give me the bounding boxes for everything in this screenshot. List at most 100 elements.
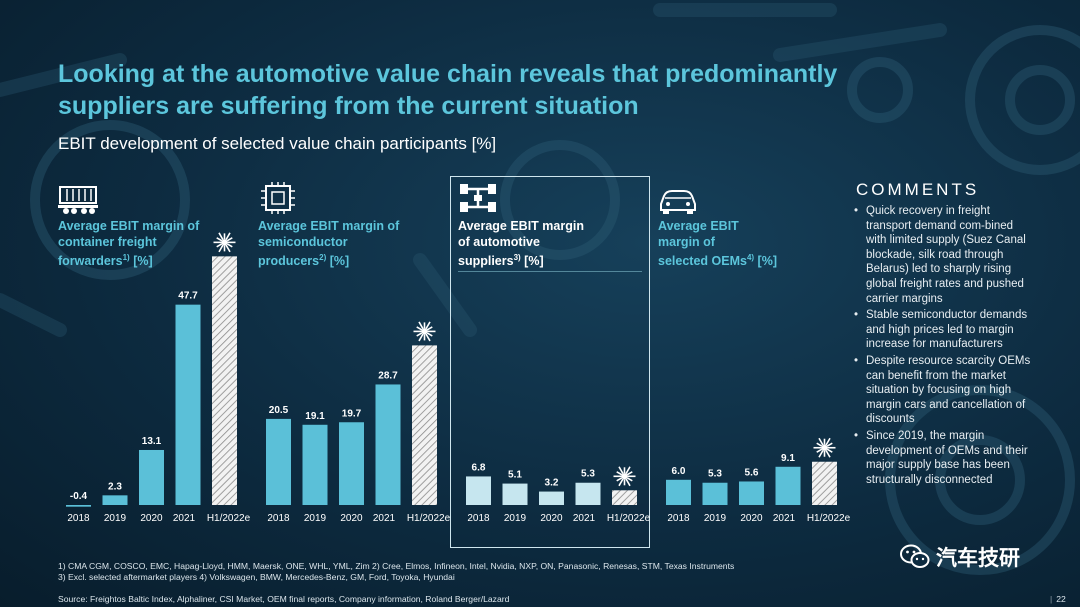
panel-header-rule [458, 271, 642, 272]
category-label: 2021 [773, 513, 796, 524]
bar [139, 449, 164, 505]
footnote-marker: 3) [513, 253, 521, 262]
container-train-icon [58, 186, 98, 214]
data-label: 13.1 [142, 436, 162, 447]
estimate-bar [212, 256, 237, 505]
category-label: 2021 [173, 513, 196, 524]
data-label: -0.4 [70, 491, 88, 502]
bar [339, 422, 364, 505]
footnote-line: 3) Excl. selected aftermarket players 4)… [58, 572, 455, 582]
panel-header-line: Average EBIT margin of [58, 219, 200, 233]
bar [175, 304, 201, 505]
panel-header-line: selected OEMs [658, 254, 747, 269]
data-label: 5.3 [581, 469, 595, 480]
category-label: 2020 [740, 513, 763, 524]
panel-header-line: producers [258, 254, 320, 269]
comment-item: Quick recovery in freight transport dema… [854, 204, 1034, 306]
data-label: 47.7 [178, 291, 198, 302]
estimate-burst-icon [613, 466, 636, 487]
data-label: 6.0 [672, 466, 686, 477]
source-note: Source: Freightos Baltic Index, Alphalin… [58, 594, 510, 604]
bar [502, 483, 528, 505]
bar [739, 481, 764, 505]
category-label: 2018 [67, 513, 90, 524]
panel-header-freight: Average EBIT margin of container freight… [58, 218, 199, 269]
data-label: 20.5 [269, 405, 289, 416]
panel-header-line: Average EBIT margin of [258, 219, 400, 233]
unit-label: [%] [129, 254, 153, 269]
estimate-burst-icon [213, 232, 236, 253]
category-label: 2021 [373, 513, 396, 524]
data-label: 28.7 [378, 370, 398, 381]
comments-title: COMMENTS [856, 180, 980, 199]
category-label: 2019 [504, 513, 527, 524]
footnote-marker: 1) [122, 253, 130, 262]
category-label: 2020 [540, 513, 563, 524]
footnotes: 1) CMA CGM, COSCO, EMC, Hapag-Lloyd, HMM… [58, 561, 734, 583]
category-label: 2020 [340, 513, 363, 524]
bar [775, 466, 801, 505]
footnote-marker: 2) [319, 253, 327, 262]
category-label: 2018 [667, 513, 690, 524]
car-icon [660, 190, 696, 214]
estimate-bar [412, 345, 437, 505]
panel-header-line: margin of [658, 235, 715, 249]
bar [539, 491, 564, 505]
data-label: 19.1 [305, 411, 325, 422]
unit-label: [%] [326, 254, 350, 269]
bar [375, 384, 401, 505]
estimate-bar [812, 461, 837, 505]
bar [302, 424, 328, 505]
estimate-bar [612, 490, 637, 505]
footnote-line: 1) CMA CGM, COSCO, EMC, Hapag-Lloyd, HMM… [58, 561, 735, 571]
data-label: 3.2 [545, 478, 559, 489]
data-label: 2.3 [108, 481, 122, 492]
highlight-box-automotive-suppliers [450, 176, 650, 548]
category-label: 2021 [573, 513, 596, 524]
panel-header-line: suppliers [458, 254, 514, 269]
panel-header-line: of automotive [458, 235, 540, 249]
bar [575, 482, 601, 505]
category-label: H1/2022e [207, 513, 251, 524]
panel-header-line: semiconductor [258, 235, 348, 249]
estimate-burst-icon [813, 437, 836, 458]
wechat-icon [900, 544, 930, 568]
panel-header-line: Average EBIT margin [458, 219, 584, 233]
slide-subtitle: EBIT development of selected value chain… [58, 134, 497, 153]
data-label: 19.7 [342, 408, 362, 419]
category-label: H1/2022e [807, 513, 851, 524]
category-label: H1/2022e [607, 513, 651, 524]
bar [702, 482, 728, 505]
bar [102, 495, 128, 505]
page-number: 22 [1050, 594, 1066, 604]
data-label: 6.8 [472, 462, 486, 473]
unit-label: [%] [520, 254, 544, 269]
footnote-marker: 4) [746, 253, 755, 262]
data-label: 5.3 [708, 469, 722, 480]
bar [466, 476, 491, 505]
chip-icon [261, 182, 295, 214]
category-label: 2020 [140, 513, 163, 524]
panel-header-suppliers: Average EBIT margin of automotive suppli… [458, 218, 584, 269]
comment-item: Despite resource scarcity OEMs can benef… [854, 354, 1034, 427]
category-label: 2019 [704, 513, 727, 524]
comment-item: Stable semiconductor demands and high pr… [854, 308, 1034, 352]
watermark-text: 汽车技研 [936, 547, 1020, 570]
category-label: 2019 [104, 513, 127, 524]
category-label: 2018 [467, 513, 490, 524]
slide-title: Looking at the automotive value chain re… [58, 60, 838, 120]
bar [666, 479, 691, 505]
category-label: H1/2022e [407, 513, 451, 524]
panel-header-oems: Average EBIT margin of selected OEMs4) [… [658, 218, 777, 269]
panel-header-semiconductor: Average EBIT margin of semiconductor pro… [258, 218, 399, 269]
category-label: 2018 [267, 513, 290, 524]
comments-list: Quick recovery in freight transport dema… [854, 204, 1034, 489]
bar [266, 418, 291, 505]
chassis-icon [460, 184, 496, 212]
data-label: 5.6 [745, 467, 759, 478]
bar [66, 505, 91, 507]
estimate-burst-icon [413, 321, 436, 342]
panel-header-line: container freight [58, 235, 157, 249]
